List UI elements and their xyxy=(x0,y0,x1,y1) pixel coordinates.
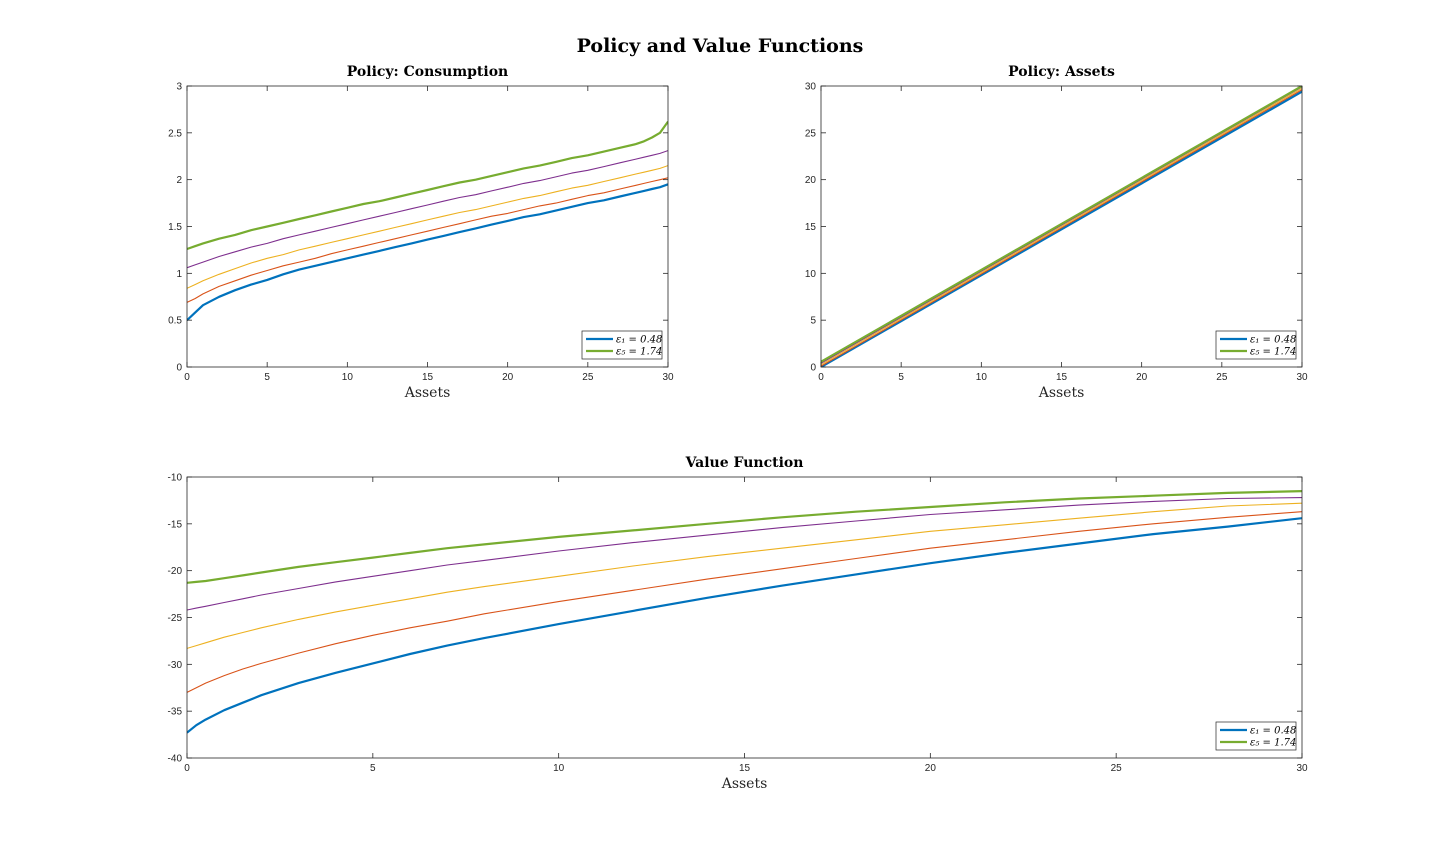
assets-xtick-label: 15 xyxy=(1056,372,1068,383)
assets-ytick-label: 10 xyxy=(805,269,817,280)
value-function-xlabel: Assets xyxy=(721,776,768,792)
value-function-xtick-label: 25 xyxy=(1111,763,1123,774)
assets-xtick-label: 25 xyxy=(1216,372,1228,383)
value-function-xtick-label: 30 xyxy=(1296,763,1308,774)
value-function-ytick-label: -35 xyxy=(168,707,183,718)
consumption-ytick-label: 1.5 xyxy=(168,222,182,233)
assets-legend-box xyxy=(1215,330,1297,360)
assets-series-1-line xyxy=(821,90,1302,367)
assets-ytick-label: 5 xyxy=(810,316,816,327)
consumption-xtick-label: 15 xyxy=(422,372,434,383)
assets-ytick-label: 30 xyxy=(805,82,817,93)
value-function-xtick-label: 20 xyxy=(925,763,937,774)
axes-assets: 0 5 10 15 20 25 30 0 5 10 15 20 25 30 Policy: Assets As… xyxy=(805,64,1308,401)
consumption-series-1-line xyxy=(187,183,668,322)
value-function-ytick-label: -10 xyxy=(168,473,183,484)
value-function-series-group xyxy=(187,490,1302,734)
value-function-ytick-label: -15 xyxy=(168,519,183,530)
value-function-xtick-label: 5 xyxy=(370,763,376,774)
assets-series-5-line xyxy=(821,86,1302,363)
assets-series-3-line xyxy=(821,87,1302,366)
value-function-title: Value Function xyxy=(685,455,804,471)
value-function-series-4-line xyxy=(187,497,1302,611)
consumption-plot-area xyxy=(187,86,668,367)
consumption-series-2-line xyxy=(187,177,668,303)
assets-title: Policy: Assets xyxy=(1008,64,1115,80)
consumption-xtick-label: 20 xyxy=(502,372,514,383)
value-function-series-3-line xyxy=(187,502,1302,649)
consumption-ytick-label: 3 xyxy=(176,82,182,93)
value-function-legend-label-1: ε₁ = 0.48 xyxy=(1250,726,1296,737)
value-function-ytick-label: -40 xyxy=(168,754,183,765)
consumption-ytick-label: 2 xyxy=(176,175,182,186)
axes-value-function: 0 5 10 15 20 25 30 -40 -35 -30 -25 -20 -15 -10 Value F… xyxy=(168,455,1308,792)
consumption-xtick-label: 5 xyxy=(264,372,270,383)
assets-series-2-line xyxy=(821,89,1302,367)
value-function-xtick-label: 15 xyxy=(739,763,751,774)
consumption-series-group xyxy=(187,120,668,322)
assets-ytick-label: 20 xyxy=(805,175,817,186)
value-function-ytick-label: -25 xyxy=(168,613,183,624)
consumption-legend-label-1: ε₁ = 0.48 xyxy=(616,335,662,346)
assets-legend-label-1: ε₁ = 0.48 xyxy=(1250,335,1296,346)
assets-xtick-label: 10 xyxy=(976,372,988,383)
consumption-xtick-label: 10 xyxy=(342,372,354,383)
value-function-series-5-line xyxy=(187,490,1302,584)
assets-xtick-label: 20 xyxy=(1136,372,1148,383)
value-function-xtick-label: 0 xyxy=(184,763,190,774)
assets-xtick-label: 30 xyxy=(1296,372,1308,383)
value-function-series-1-line xyxy=(187,517,1302,734)
consumption-ytick-label: 2.5 xyxy=(168,128,182,139)
assets-ytick-label: 0 xyxy=(810,363,816,374)
value-function-legend-box xyxy=(1215,721,1297,751)
value-function-ytick-label: -20 xyxy=(168,566,183,577)
value-function-ytick-label: -30 xyxy=(168,660,183,671)
consumption-title: Policy: Consumption xyxy=(347,64,508,80)
consumption-xlabel: Assets xyxy=(404,385,451,401)
value-function-legend-label-2: ε₅ = 1.74 xyxy=(1250,738,1296,749)
consumption-xtick-label: 25 xyxy=(582,372,594,383)
figure-title: Policy and Value Functions xyxy=(577,35,864,57)
value-function-xtick-label: 10 xyxy=(553,763,565,774)
assets-xtick-label: 5 xyxy=(898,372,904,383)
consumption-series-4-line xyxy=(187,150,668,269)
consumption-ytick-label: 0.5 xyxy=(168,316,182,327)
consumption-xtick-label: 30 xyxy=(662,372,674,383)
consumption-legend-box xyxy=(581,330,663,360)
assets-ytick-label: 25 xyxy=(805,128,817,139)
consumption-ytick-label: 0 xyxy=(176,363,182,374)
value-function-plot-area xyxy=(187,477,1302,758)
assets-ytick-label: 15 xyxy=(805,222,817,233)
consumption-series-3-line xyxy=(187,165,668,289)
consumption-ytick-label: 1 xyxy=(176,269,182,280)
assets-legend-label-2: ε₅ = 1.74 xyxy=(1250,347,1296,358)
consumption-series-5-line xyxy=(187,120,668,251)
value-function-series-2-line xyxy=(187,511,1302,693)
assets-series-group xyxy=(821,86,1302,367)
axes-consumption: 0 5 10 15 20 25 30 0 0.5 1 1.5 2 2.5 3 Policy: Consump… xyxy=(168,64,674,401)
consumption-xtick-label: 0 xyxy=(184,372,190,383)
assets-xtick-label: 0 xyxy=(818,372,824,383)
assets-xlabel: Assets xyxy=(1038,385,1085,401)
consumption-legend-label-2: ε₅ = 1.74 xyxy=(616,347,662,358)
